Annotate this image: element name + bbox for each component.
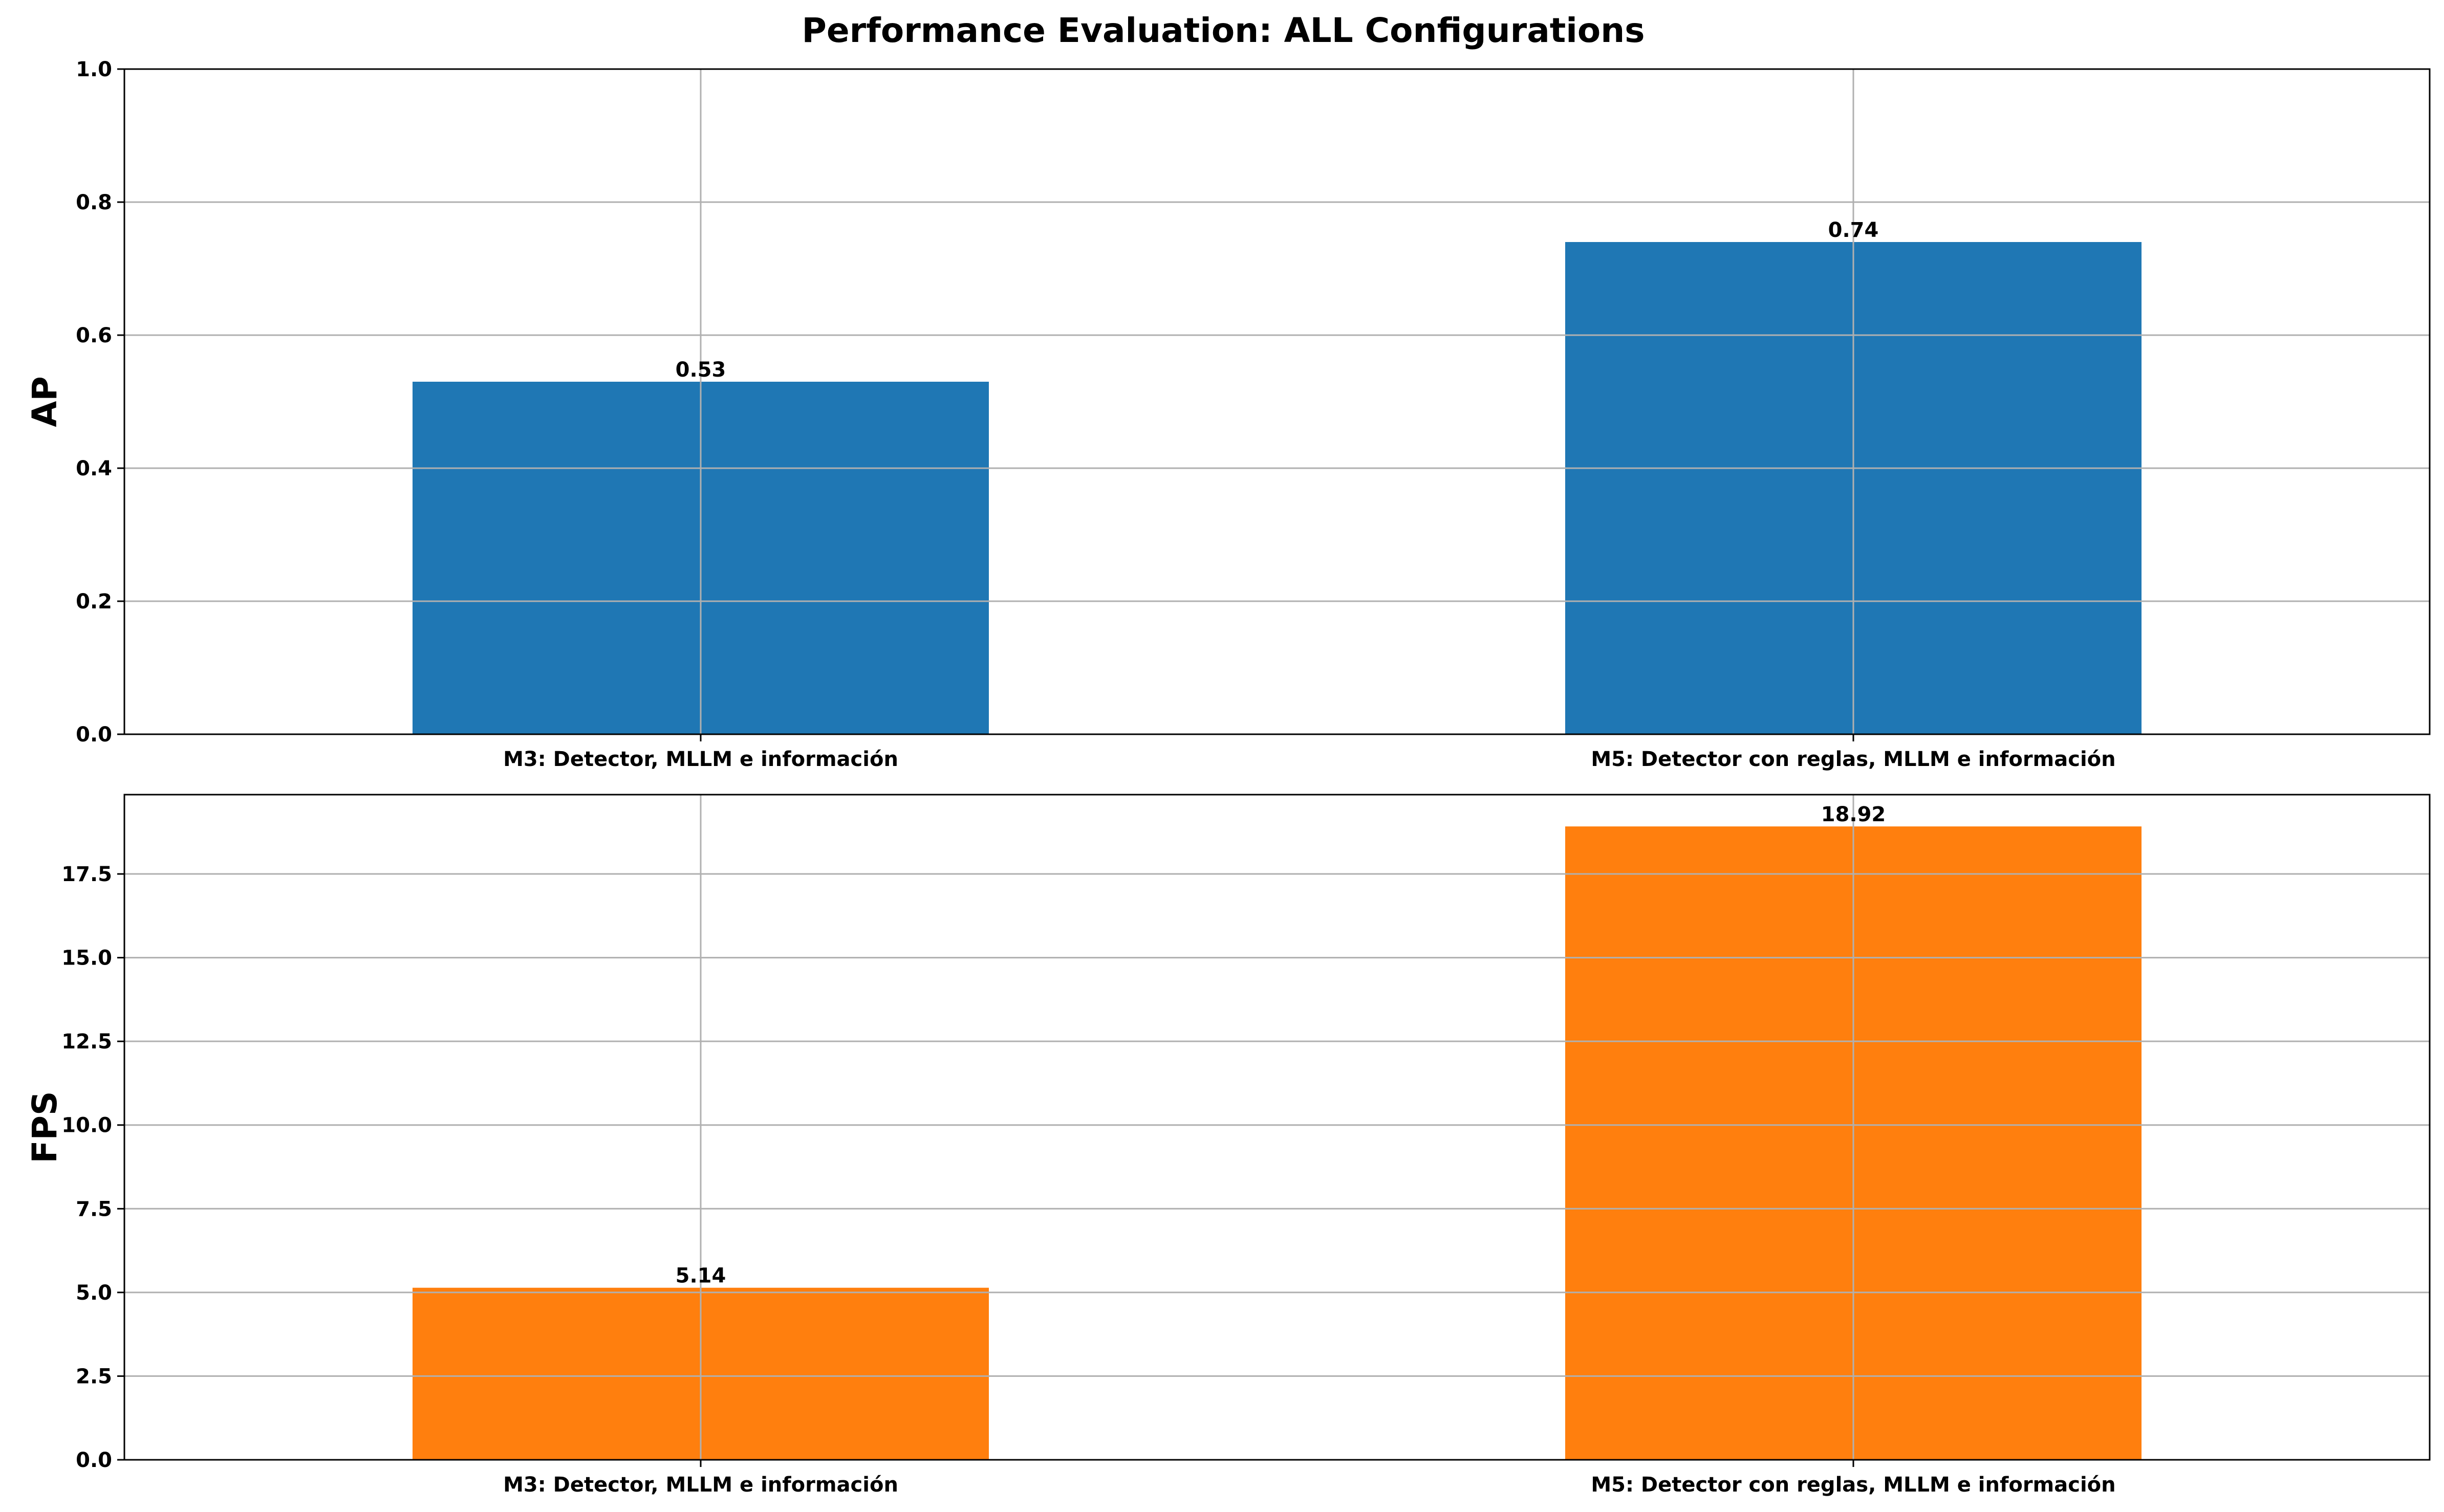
y-tick-label: 15.0	[61, 947, 112, 970]
chart-panels: 0.0 0.2 0.4 0.6 0.8 1.0 M3: Detector, MLLM e i…	[25, 58, 2431, 1497]
y-tick-label: 12.5	[61, 1030, 112, 1054]
y-tick-label: 0.8	[76, 191, 112, 214]
x-tick-label: M5: Detector con reglas, MLLM e informac…	[1591, 748, 2115, 771]
x-tick-label: M3: Detector, MLLM e información	[503, 748, 898, 771]
y-tick-label: 1.0	[76, 58, 112, 81]
panel-fps: 0.0 2.5 5.0 7.5 10.0 12.5 15.0 17.5 M3: Detector…	[25, 794, 2431, 1497]
plot-frame	[123, 68, 2431, 735]
y-tick-label: 0.0	[76, 1449, 112, 1472]
bar-value-label: 0.74	[1828, 218, 1879, 242]
y-tick-label: 17.5	[61, 863, 112, 886]
bar-value-label: 0.53	[676, 358, 726, 382]
y-axis-label: AP	[25, 376, 64, 427]
figure-title: Performance Evaluation: ALL Configuratio…	[802, 11, 1645, 50]
y-tick-label: 0.2	[76, 590, 112, 613]
y-tick-label: 2.5	[76, 1365, 112, 1388]
y-tick-label: 7.5	[76, 1197, 112, 1221]
y-tick-label: 0.4	[76, 457, 112, 480]
panel-ap: 0.0 0.2 0.4 0.6 0.8 1.0 M3: Detector, MLLM e i…	[25, 58, 2431, 771]
y-axis-label: FPS	[25, 1091, 64, 1164]
x-tick-label: M5: Detector con reglas, MLLM e informac…	[1591, 1473, 2115, 1497]
y-tick-label: 0.6	[76, 324, 112, 347]
y-tick-label: 10.0	[61, 1114, 112, 1137]
y-tick-label: 5.0	[76, 1281, 112, 1305]
bar-value-label: 5.14	[676, 1264, 726, 1288]
y-tick-label: 0.0	[76, 723, 112, 747]
x-tick-label: M3: Detector, MLLM e información	[503, 1473, 898, 1497]
bar-value-label: 18.92	[1821, 803, 1886, 826]
plot-frame	[123, 794, 2431, 1461]
